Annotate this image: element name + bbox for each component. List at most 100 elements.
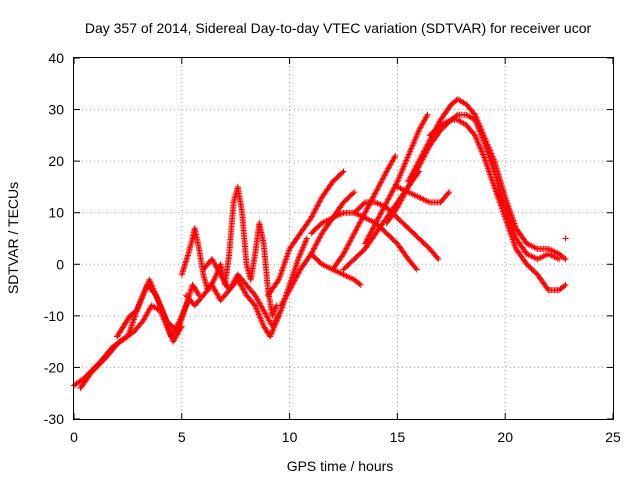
data-point: [300, 244, 307, 251]
data-point: [405, 182, 412, 189]
y-tick-label: -20: [44, 359, 64, 375]
data-point: [150, 285, 157, 292]
data-point: [297, 251, 304, 258]
data-point: [475, 141, 482, 148]
x-axis-label: GPS time / hours: [287, 458, 394, 474]
data-point: [184, 300, 191, 307]
data-point: [343, 245, 350, 252]
data-point: [268, 330, 275, 337]
data-point: [384, 198, 391, 205]
data-point: [400, 193, 407, 200]
data-point: [267, 333, 274, 340]
data-point: [380, 175, 387, 182]
data-point: [258, 317, 265, 324]
data-point: [401, 190, 408, 197]
data-point: [179, 310, 186, 317]
data-point: [415, 158, 422, 165]
data-point: [355, 222, 362, 229]
data-point: [152, 291, 159, 298]
data-point: [177, 316, 184, 323]
data-point: [351, 189, 358, 196]
data-point: [372, 190, 379, 197]
data-point: [151, 288, 158, 295]
data-point: [370, 224, 377, 231]
data-point: [293, 273, 300, 280]
data-point: [472, 132, 479, 139]
data-point: [372, 220, 379, 227]
data-point: [295, 270, 302, 277]
data-point: [472, 111, 479, 118]
data-point: [378, 209, 385, 216]
data-point: [434, 254, 441, 261]
data-point: [295, 254, 302, 261]
data-point: [340, 168, 347, 175]
data-point: [299, 245, 306, 252]
data-point: [309, 212, 316, 219]
data-point: [317, 196, 324, 203]
data-point: [351, 230, 358, 237]
data-point: [419, 151, 426, 158]
data-point: [314, 202, 321, 209]
data-point: [435, 256, 442, 263]
data-point: [153, 292, 160, 299]
data-point: [182, 303, 189, 310]
data-point: [252, 304, 259, 311]
data-point: [388, 189, 395, 196]
data-point: [316, 199, 323, 206]
data-point: [472, 133, 479, 140]
data-point: [353, 226, 360, 233]
data-point: [270, 309, 277, 316]
data-point: [147, 279, 154, 286]
data-point: [178, 324, 185, 331]
data-point: [426, 137, 433, 144]
data-point: [410, 169, 417, 176]
data-point: [359, 213, 366, 220]
data-point: [445, 190, 452, 197]
data-point: [413, 162, 420, 169]
data-point: [363, 206, 370, 213]
y-tick-label: 10: [48, 205, 64, 221]
data-point: [269, 329, 276, 336]
data-point: [478, 126, 485, 133]
data-point: [312, 242, 319, 249]
data-point: [561, 255, 568, 262]
data-point: [426, 138, 433, 145]
data-point: [354, 224, 361, 231]
data-point: [315, 201, 322, 208]
data-point: [473, 136, 480, 143]
data-point: [389, 188, 396, 195]
y-tick-label: 20: [48, 153, 64, 169]
data-point: [410, 167, 417, 174]
data-point: [310, 246, 317, 253]
data-point: [311, 244, 318, 251]
data-point: [478, 127, 485, 134]
data-point: [348, 235, 355, 242]
data-point: [316, 198, 323, 205]
y-tick-label: 30: [48, 102, 64, 118]
data-point: [375, 214, 382, 221]
data-point: [409, 170, 416, 177]
data-point: [316, 235, 323, 242]
data-point: [393, 180, 400, 187]
data-point: [180, 309, 187, 316]
data-point: [347, 237, 354, 244]
data-point: [397, 197, 404, 204]
data-point: [296, 253, 303, 260]
data-point: [556, 256, 563, 263]
data-point: [293, 274, 300, 281]
data-point: [421, 147, 428, 154]
data-point: [362, 208, 369, 215]
data-point: [380, 173, 387, 180]
data-point: [313, 239, 320, 246]
data-point: [313, 205, 320, 212]
data-point: [372, 189, 379, 196]
data-point: [267, 332, 274, 339]
data-point: [303, 236, 310, 243]
data-point: [397, 199, 404, 206]
data-point: [349, 233, 356, 240]
data-point: [405, 177, 412, 184]
data-point: [395, 203, 402, 210]
data-point: [311, 245, 318, 252]
data-point: [417, 155, 424, 162]
